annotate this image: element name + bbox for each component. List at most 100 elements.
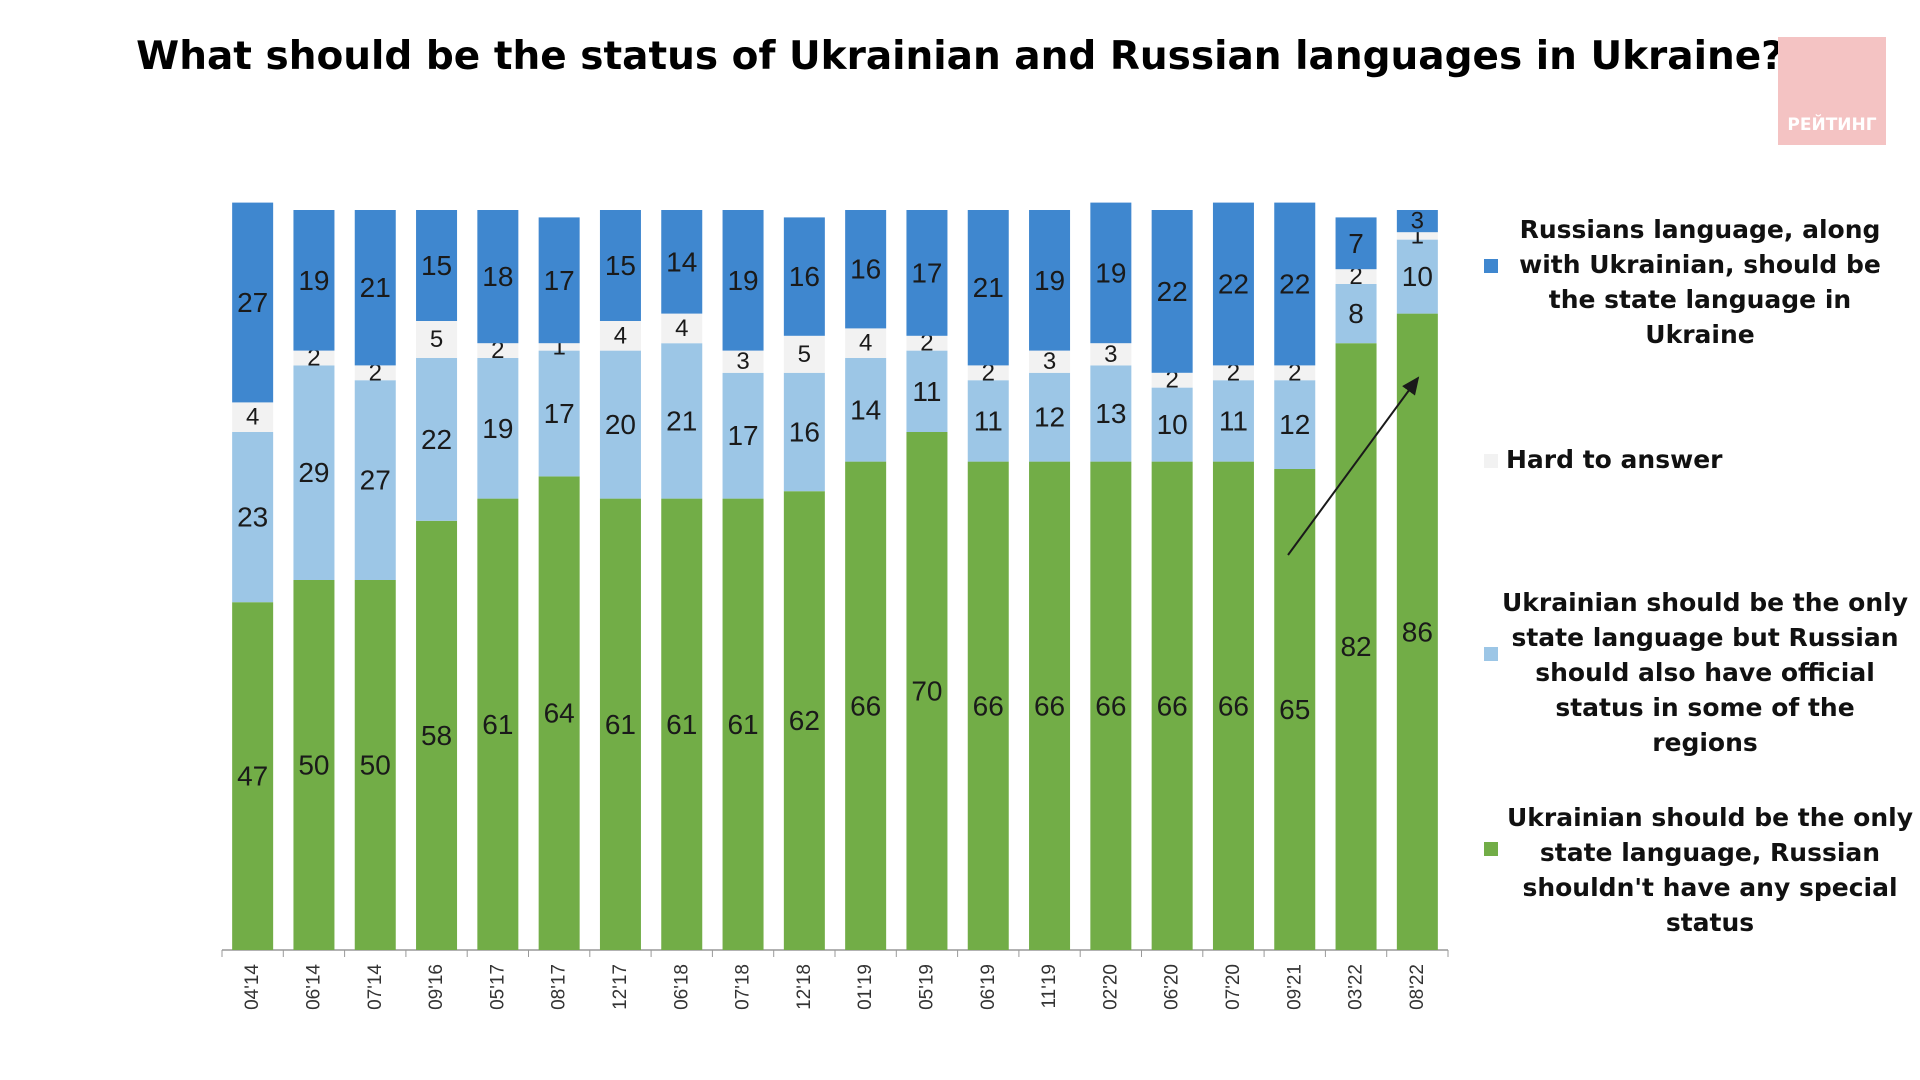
bar-segment (477, 358, 519, 499)
bar-stack-12'18: 62 16 5 16 (783, 217, 825, 950)
legend-label: Ukrainian should be the only state langu… (1501, 588, 1909, 757)
legend-item-russian-regional: Ukrainian should be the only state langu… (1470, 585, 1920, 757)
x-tick-label: 06'19 (978, 964, 999, 1010)
bar-value-label: 64 (544, 698, 575, 729)
x-tick-label: 01'19 (855, 964, 876, 1010)
bar-value-label: 2 (491, 337, 504, 364)
bar-segment (1151, 461, 1193, 950)
bar-segment (1274, 380, 1316, 469)
bar-value-label: 62 (789, 705, 820, 736)
bar-segment (1029, 210, 1071, 351)
bar-segment (1335, 284, 1377, 344)
legend-label: Ukrainian should be the only state langu… (1506, 803, 1914, 937)
stacked-bar-chart: 472342704'14502921906'14502722107'145822… (221, 202, 1449, 1010)
bar-value-label: 17 (544, 398, 575, 429)
legend-item-ukrainian-only: Ukrainian should be the only state langu… (1470, 800, 1920, 937)
bar-segment (293, 365, 335, 580)
bar-segment (232, 402, 274, 432)
x-tick-label: 04'14 (242, 964, 263, 1010)
chart-title: What should be the status of Ukrainian a… (136, 34, 1784, 79)
bar-stack-06'19: 66 11 2 21 (967, 210, 1009, 950)
bar-value-label: 4 (614, 322, 627, 349)
bar-segment (538, 350, 580, 477)
bar-value-label: 2 (1349, 263, 1362, 290)
x-tick-label: 06'20 (1162, 964, 1183, 1010)
x-tick-label: 11'19 (1039, 964, 1060, 1009)
bar-segment (906, 335, 948, 351)
bar-stack-07'18: 61 17 3 19 (722, 210, 764, 950)
bar-value-label: 3 (1043, 348, 1056, 375)
bar-value-label: 2 (1165, 367, 1178, 394)
bar-segment (1396, 210, 1438, 233)
bar-value-label: 21 (973, 272, 1004, 303)
x-tick-label: 06'14 (303, 964, 324, 1010)
legend-swatch (1484, 454, 1498, 468)
bar-segment (1090, 343, 1132, 366)
bar-segment (1090, 365, 1132, 462)
bar-value-label: 19 (1095, 257, 1126, 288)
bar-segment (906, 210, 948, 336)
bar-segment (845, 358, 887, 462)
bar-segment (599, 210, 641, 321)
bar-segment (783, 335, 825, 373)
bar-segment (906, 432, 948, 950)
bar-segment (232, 432, 274, 603)
bar-value-label: 19 (298, 265, 329, 296)
bar-segment (1151, 387, 1193, 462)
bar-value-label: 66 (1157, 690, 1188, 721)
bar-value-label: 12 (1279, 409, 1310, 440)
bar-segment (1212, 461, 1254, 950)
bar-value-label: 16 (789, 261, 820, 292)
bar-value-label: 3 (736, 348, 749, 375)
bar-segment (661, 313, 703, 344)
bar-value-label: 47 (237, 761, 268, 792)
bar-segment (354, 365, 396, 381)
bar-segment (416, 321, 458, 358)
bar-value-label: 20 (605, 409, 636, 440)
bar-value-label: 4 (246, 404, 259, 431)
legend-label: Hard to answer (1506, 445, 1723, 474)
legend-swatch (1484, 647, 1498, 661)
bar-value-label: 22 (421, 424, 452, 455)
bar-value-label: 65 (1279, 694, 1310, 725)
bar-value-label: 11 (1219, 405, 1248, 436)
bar-segment (354, 380, 396, 580)
bar-segment (354, 580, 396, 950)
bar-segment (1029, 372, 1071, 462)
bar-value-label: 2 (307, 345, 320, 372)
bar-value-label: 29 (298, 457, 329, 488)
bar-value-label: 2 (982, 359, 995, 386)
bar-segment (845, 461, 887, 950)
bar-value-label: 17 (911, 257, 942, 288)
bar-segment (661, 498, 703, 950)
bar-segment (538, 343, 580, 351)
x-tick-label: 09'21 (1284, 964, 1305, 1010)
bar-segment (477, 343, 519, 358)
bar-segment (1396, 239, 1438, 314)
bar-value-label: 66 (1034, 690, 1065, 721)
bar-segment (293, 580, 335, 950)
bar-segment (538, 476, 580, 950)
bar-value-label: 2 (1288, 359, 1301, 386)
bar-segment (1029, 461, 1071, 950)
x-tick-label: 05'17 (487, 964, 508, 1010)
bar-value-label: 8 (1348, 298, 1364, 329)
bar-segment (293, 210, 335, 351)
bar-value-label: 5 (798, 341, 811, 368)
bar-value-label: 66 (973, 690, 1004, 721)
bar-stack-11'19: 66 12 3 19 (1029, 210, 1071, 950)
bar-value-label: 14 (850, 394, 881, 425)
bar-segment (1151, 210, 1193, 373)
bar-segment (661, 210, 703, 314)
bar-value-label: 17 (544, 265, 575, 296)
bar-value-label: 16 (850, 254, 881, 285)
bar-stack-09'16: 58 22 5 15 (416, 210, 458, 950)
bar-value-label: 12 (1034, 402, 1065, 433)
bar-segment (232, 202, 274, 403)
bar-segment (416, 210, 458, 321)
bar-value-label: 19 (1034, 265, 1065, 296)
bar-value-label: 11 (912, 376, 941, 407)
